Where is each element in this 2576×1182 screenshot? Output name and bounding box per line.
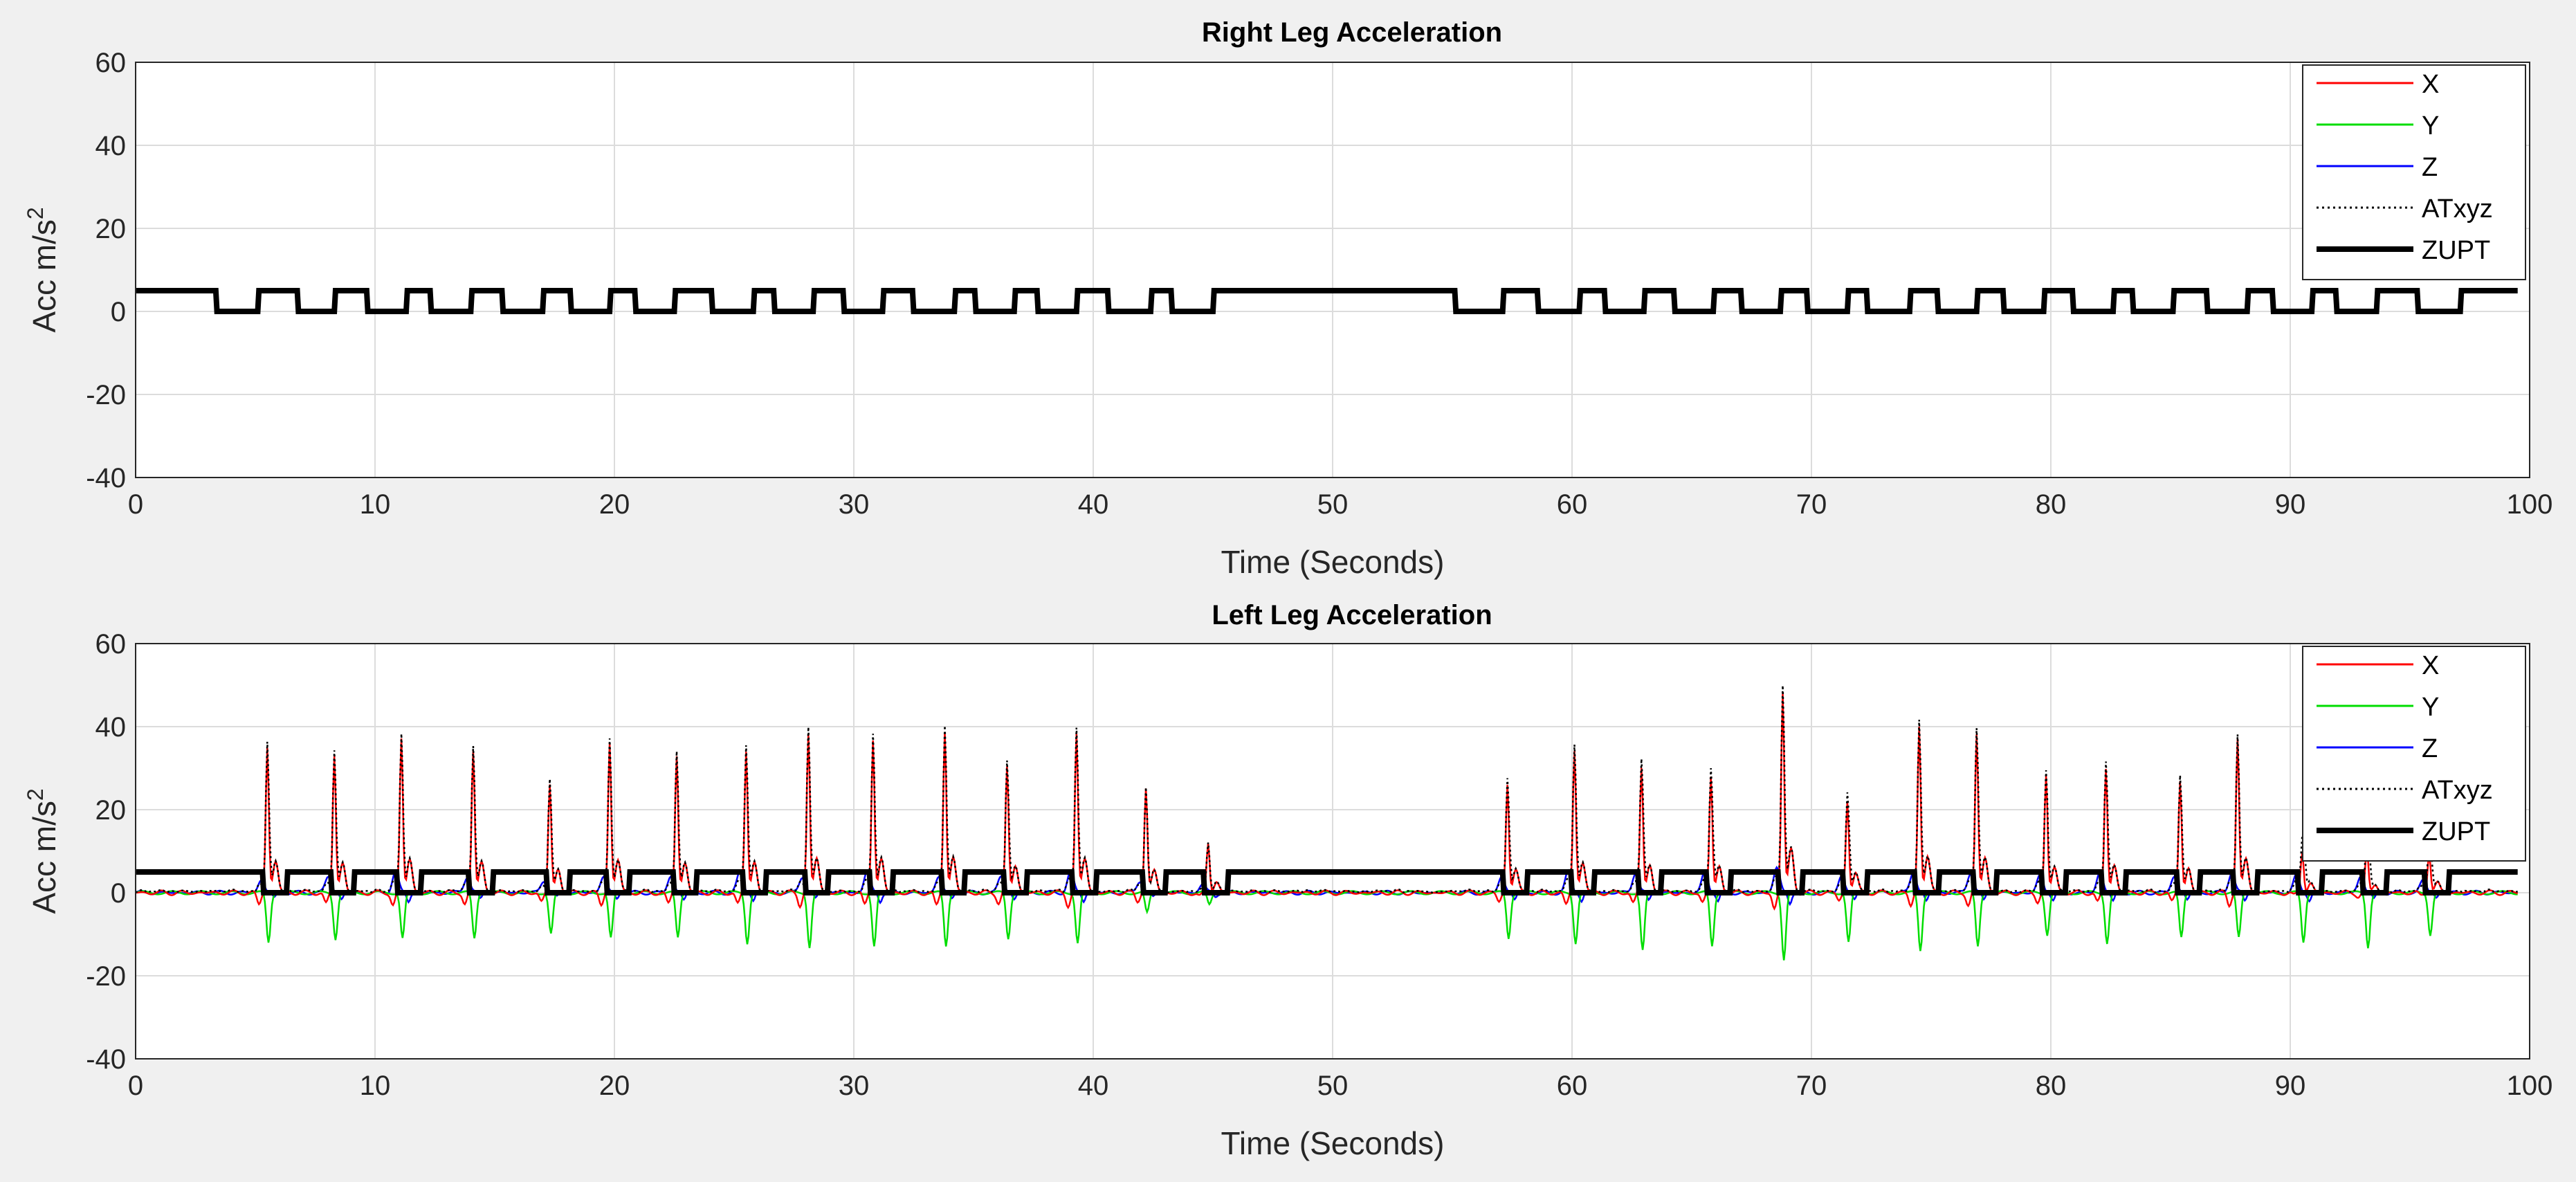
x-tick-labels: 0 10 20 30 40 50 60 70 80 90 100	[128, 1071, 2553, 1101]
y-tick-labels: -40 -20 0 20 40 60	[86, 629, 126, 1075]
x-tick-label: 100	[2507, 1071, 2553, 1101]
left-leg-chart: Left Leg Acceleration 0 10 20 30 40 50 60 70 80 9…	[23, 600, 2552, 1161]
x-tick-label: 20	[599, 489, 630, 520]
x-tick-label: 30	[839, 1071, 870, 1101]
y-tick-label: 60	[95, 48, 127, 78]
x-tick-label: 70	[1796, 1071, 1827, 1101]
x-tick-label: 70	[1796, 489, 1827, 520]
legend-label-y: Y	[2422, 111, 2439, 140]
x-tick-label: 0	[128, 489, 143, 520]
y-tick-label: 20	[95, 214, 127, 244]
y-axis-label: Acc m/s2	[23, 788, 62, 913]
y-tick-label: 0	[111, 297, 126, 327]
legend-box	[2302, 646, 2526, 862]
legend-box	[2302, 64, 2526, 280]
x-tick-label: 50	[1317, 489, 1349, 520]
plot-frame	[135, 643, 2530, 1060]
y-axis-label-text: Acc m/s	[26, 801, 62, 914]
legend-label-y: Y	[2422, 693, 2439, 722]
series-zupt	[136, 288, 2518, 314]
chart-title: Right Leg Acceleration	[1202, 17, 1502, 48]
y-tick-label: -20	[86, 961, 126, 992]
y-tick-label: 20	[95, 795, 127, 826]
x-tick-label: 90	[2275, 1071, 2306, 1101]
x-tick-label: 90	[2275, 489, 2306, 520]
x-axis-label: Time (Seconds)	[1221, 544, 1445, 580]
legend-label-z: Z	[2422, 734, 2438, 763]
legend: XYZ ATxyz ZUPT	[2302, 64, 2526, 280]
x-tick-label: 10	[360, 489, 391, 520]
y-axis-label-text: Acc m/s	[26, 219, 62, 333]
x-tick-label: 80	[2036, 489, 2067, 520]
legend: XYZ ATxyz ZUPT	[2302, 646, 2526, 862]
y-tick-label: -20	[86, 380, 126, 410]
y-tick-label: 40	[95, 712, 127, 743]
y-axis-label-superscript: 2	[23, 207, 48, 219]
x-tick-label: 40	[1078, 489, 1109, 520]
x-tick-label: 20	[599, 1071, 630, 1101]
y-axis-label-superscript: 2	[23, 788, 48, 801]
x-tick-label: 10	[360, 1071, 391, 1101]
chart-title: Left Leg Acceleration	[1212, 600, 1492, 630]
y-tick-label: -40	[86, 463, 126, 493]
legend-label-x: X	[2422, 651, 2439, 680]
legend-label-atxyz: ATxyz	[2422, 776, 2493, 805]
x-tick-label: 0	[128, 1071, 143, 1101]
legend-label-zupt: ZUPT	[2422, 236, 2490, 265]
y-tick-label: -40	[86, 1044, 126, 1075]
x-tick-label: 100	[2507, 489, 2553, 520]
y-tick-labels: -40 -20 0 20 40 60	[86, 48, 126, 493]
series-zupt	[136, 869, 2518, 895]
x-tick-label: 60	[1557, 489, 1588, 520]
right-leg-chart: Right Leg Acceleration 0 10 20 30 40 50 60 70 80…	[23, 17, 2552, 580]
x-tick-label: 60	[1557, 1071, 1588, 1101]
series-atxyz	[135, 685, 2518, 894]
series-lines	[136, 288, 2518, 314]
y-axis-label: Acc m/s2	[23, 207, 62, 332]
x-tick-label: 50	[1317, 1071, 1349, 1101]
y-tick-label: 0	[111, 878, 126, 909]
y-tick-label: 40	[95, 131, 127, 161]
x-tick-label: 30	[839, 489, 870, 520]
x-axis-label: Time (Seconds)	[1221, 1125, 1445, 1161]
legend-label-x: X	[2422, 70, 2439, 99]
legend-label-zupt: ZUPT	[2422, 817, 2490, 846]
plot-frame	[135, 62, 2530, 478]
x-tick-label: 80	[2036, 1071, 2067, 1101]
x-tick-labels: 0 10 20 30 40 50 60 70 80 90 100	[128, 489, 2553, 520]
legend-label-z: Z	[2422, 153, 2438, 182]
legend-label-atxyz: ATxyz	[2422, 194, 2493, 224]
y-tick-label: 60	[95, 629, 127, 660]
series-lines	[135, 685, 2519, 961]
x-tick-label: 40	[1078, 1071, 1109, 1101]
